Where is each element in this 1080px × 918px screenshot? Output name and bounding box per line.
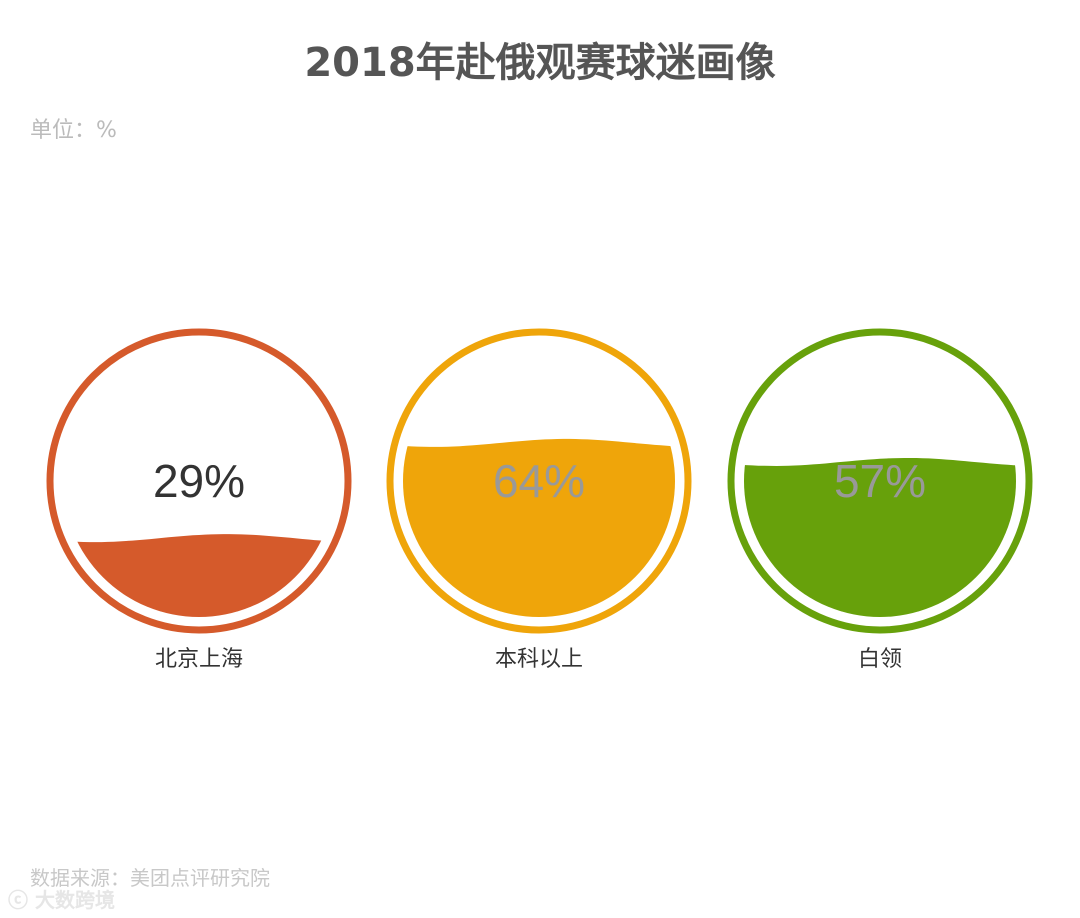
gauge-ring-2 xyxy=(727,328,1033,634)
watermark-logo: ⓒ 大数跨境 xyxy=(8,884,115,913)
watermark-icon: ⓒ xyxy=(8,888,28,912)
gauge-ring-1 xyxy=(386,328,692,634)
category-label-1: 本科以上 xyxy=(495,647,583,672)
gauge-ring-0 xyxy=(46,328,352,634)
value-label-0: 29% xyxy=(153,455,245,507)
liquid-fill-0 xyxy=(63,534,335,617)
unit-label: 单位：% xyxy=(30,118,117,143)
watermark-text: 大数跨境 xyxy=(34,888,115,912)
category-label-0: 北京上海 xyxy=(155,647,243,672)
category-label-2: 白领 xyxy=(858,647,902,672)
liquid-fill-2 xyxy=(744,458,1016,617)
source-note: 数据来源：美团点评研究院 xyxy=(30,866,270,890)
value-label-1: 64% xyxy=(493,455,585,507)
value-label-2: 57% xyxy=(834,455,926,507)
liquid-fill-1 xyxy=(403,438,675,617)
chart-title: 2018年赴俄观赛球迷画像 xyxy=(304,40,776,86)
